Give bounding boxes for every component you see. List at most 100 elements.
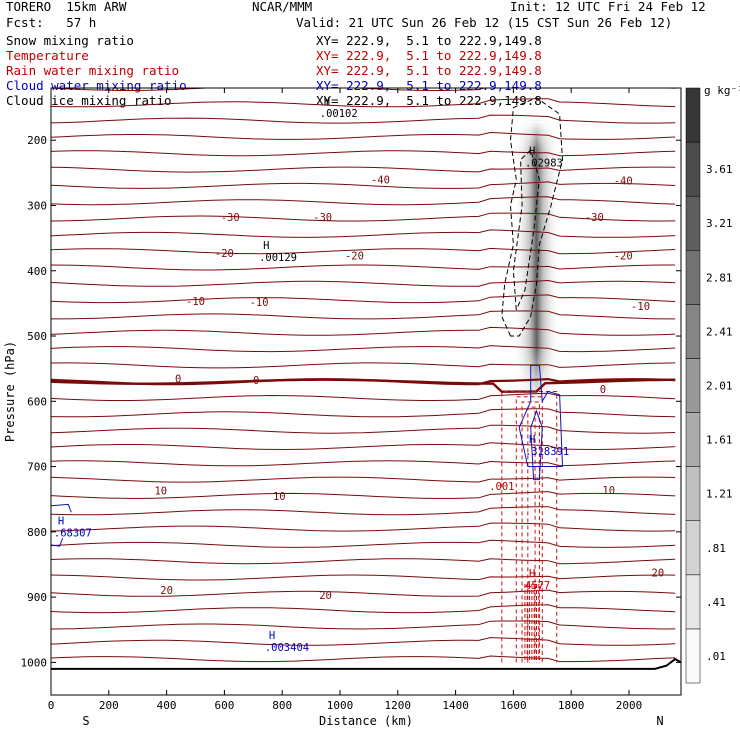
model-title: TORERO 15km ARW <box>6 0 127 14</box>
south-label: S <box>82 714 89 728</box>
colorbar-label: 1.61 <box>706 434 733 447</box>
temperature-contour <box>51 476 676 483</box>
temperature-label: 0 <box>175 373 181 385</box>
cloud-water-contour-inner <box>530 409 543 481</box>
legend-rain-xy: XY= 222.9, 5.1 to 222.9,149.8 <box>316 63 542 78</box>
cloud-ice-contour <box>501 97 564 337</box>
temperature-label: -20 <box>345 251 364 263</box>
terrain-line <box>51 657 681 670</box>
y-tick-label: 900 <box>27 591 47 604</box>
temperature-contour <box>51 637 676 646</box>
maximum-value-label: .003404 <box>265 642 309 654</box>
temperature-contour <box>51 229 676 238</box>
temperature-label: 0 <box>253 375 259 387</box>
temperature-label: -40 <box>614 176 633 188</box>
legend-rain-name: Rain water mixing ratio <box>6 63 180 78</box>
snow-shading-fade <box>507 120 566 402</box>
legend-temperature-xy: XY= 222.9, 5.1 to 222.9,149.8 <box>316 48 542 63</box>
y-tick-label: 700 <box>27 461 47 474</box>
temperature-label: 10 <box>602 485 615 497</box>
temperature-label: 20 <box>652 567 665 579</box>
maximum-h-label: H <box>58 516 64 528</box>
temperature-label: 10 <box>273 491 286 503</box>
temperature-contour <box>51 408 676 418</box>
valid-time: Valid: 21 UTC Sun 26 Feb 12 (15 CST Sun … <box>296 15 673 30</box>
cloud-water-contour <box>518 364 564 468</box>
colorbar-unit: g kg⁻¹ <box>704 84 740 97</box>
y-axis-title: Pressure (hPa) <box>3 341 17 442</box>
maximum-value-label: .00129 <box>259 252 297 264</box>
colorbar-segment <box>685 628 701 684</box>
temperature-contour <box>51 131 676 140</box>
colorbar-label: 1.21 <box>706 488 733 501</box>
temperature-contour <box>51 442 676 451</box>
y-tick-label: 1000 <box>21 656 48 669</box>
colorbar-segment <box>685 250 701 305</box>
colorbar-segment <box>685 141 701 197</box>
freezing-line <box>51 378 676 393</box>
temperature-contour <box>51 506 676 516</box>
rain-contour-label: .001 <box>489 481 514 493</box>
x-tick-label: 800 <box>272 699 292 712</box>
temperature-contour <box>51 247 676 255</box>
x-tick-label: 600 <box>214 699 234 712</box>
temperature-contour <box>51 460 676 467</box>
temperature-label: -10 <box>186 296 205 308</box>
colorbar-label: 2.41 <box>706 325 733 338</box>
temperature-label: -10 <box>631 301 650 313</box>
maximum-h-label: H <box>529 568 535 580</box>
maximum-value-label: .00102 <box>320 108 358 120</box>
temperature-contour <box>51 491 676 499</box>
temperature-contour <box>51 620 676 630</box>
temperature-contour <box>51 310 676 320</box>
legend-snow-name: Snow mixing ratio <box>6 33 134 48</box>
temperature-contour <box>51 212 676 222</box>
y-tick-label: 300 <box>27 199 47 212</box>
temperature-contour <box>51 392 676 401</box>
temperature-contour <box>51 166 676 173</box>
temperature-contour <box>51 558 676 565</box>
colorbar-label: 3.21 <box>706 217 733 230</box>
x-tick-label: 0 <box>48 699 55 712</box>
temperature-contour <box>51 574 676 581</box>
temperature-contour <box>51 294 676 304</box>
temperature-label: 20 <box>319 590 332 602</box>
temperature-label: 10 <box>154 486 167 498</box>
temperature-label: -10 <box>250 297 269 309</box>
temperature-contour <box>51 150 676 157</box>
x-tick-label: 1200 <box>385 699 412 712</box>
temperature-contour <box>51 88 676 91</box>
rain-contour <box>527 406 536 663</box>
temperature-label: 0 <box>600 384 606 396</box>
maximum-value-label: .02983 <box>525 157 563 169</box>
colorbar-segment <box>685 358 701 413</box>
temperature-contour <box>51 98 676 108</box>
colorbar-label: .41 <box>706 596 726 609</box>
colorbar-segment <box>685 304 701 359</box>
colorbar-segment <box>685 412 701 467</box>
temperature-contour <box>51 345 676 353</box>
init-time: Init: 12 UTC Fri 24 Feb 12 <box>510 0 706 14</box>
colorbar-segment <box>685 520 701 576</box>
colorbar-segment <box>685 87 701 143</box>
colorbar-label: 2.81 <box>706 271 733 284</box>
temperature-contour <box>51 522 676 532</box>
temperature-contour <box>51 655 676 663</box>
temperature-label: -30 <box>221 212 240 224</box>
temperature-contour <box>51 362 676 369</box>
temperature-contour <box>51 326 676 336</box>
rain-contour <box>501 391 558 663</box>
temperature-label: -20 <box>215 248 234 260</box>
x-tick-label: 2000 <box>616 699 643 712</box>
temperature-contour <box>51 279 676 287</box>
maximum-value-label: .68307 <box>54 528 92 540</box>
legend-temperature-name: Temperature <box>6 48 89 63</box>
temperature-label: 20 <box>160 585 173 597</box>
temperature-label: -30 <box>313 212 332 224</box>
temperature-contour <box>51 424 676 434</box>
colorbar-label: .81 <box>706 542 726 555</box>
x-tick-label: 1400 <box>442 699 469 712</box>
y-tick-label: 200 <box>27 134 47 147</box>
temperature-contour <box>51 589 676 597</box>
